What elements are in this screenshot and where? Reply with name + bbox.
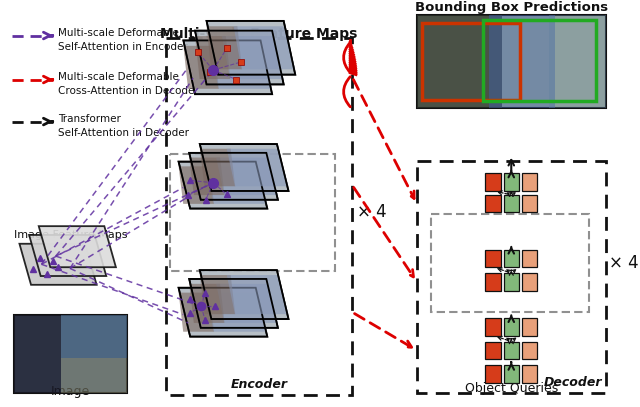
- Bar: [417, 15, 502, 108]
- Polygon shape: [189, 153, 278, 200]
- Bar: [417, 15, 606, 108]
- Polygon shape: [179, 166, 214, 204]
- Polygon shape: [227, 275, 289, 314]
- Polygon shape: [200, 144, 289, 191]
- Bar: [504, 273, 519, 291]
- Polygon shape: [179, 162, 268, 208]
- Polygon shape: [234, 26, 295, 69]
- Bar: [485, 249, 500, 267]
- Bar: [13, 315, 127, 393]
- Bar: [522, 341, 538, 359]
- Bar: [522, 318, 538, 336]
- Text: Multi-scale Deformable
Cross-Attention in Decoder: Multi-scale Deformable Cross-Attention i…: [58, 72, 199, 96]
- Text: Encoder: Encoder: [230, 379, 287, 392]
- Polygon shape: [200, 275, 236, 314]
- Bar: [61, 358, 127, 393]
- Polygon shape: [189, 279, 278, 328]
- Bar: [485, 318, 500, 336]
- Polygon shape: [207, 26, 242, 69]
- Bar: [549, 15, 606, 108]
- Polygon shape: [189, 284, 225, 323]
- Text: Multi-scale Feature Maps: Multi-scale Feature Maps: [161, 27, 358, 41]
- Text: Decoder: Decoder: [543, 376, 602, 389]
- Text: Image Feature Maps: Image Feature Maps: [14, 230, 127, 240]
- Bar: [504, 341, 519, 359]
- Polygon shape: [189, 158, 225, 195]
- Text: Multi-scale Deformable
Self-Attention in Encoder: Multi-scale Deformable Self-Attention in…: [58, 28, 188, 52]
- Text: × 4: × 4: [609, 254, 638, 272]
- Bar: [61, 315, 127, 358]
- Bar: [504, 249, 519, 267]
- Polygon shape: [216, 158, 278, 195]
- Polygon shape: [205, 166, 268, 204]
- Polygon shape: [211, 46, 272, 89]
- Text: Bounding Box Predictions: Bounding Box Predictions: [415, 1, 608, 14]
- Bar: [522, 365, 538, 383]
- Polygon shape: [29, 235, 106, 276]
- Polygon shape: [195, 36, 230, 79]
- Bar: [488, 15, 555, 108]
- Bar: [522, 195, 538, 212]
- Bar: [504, 195, 519, 212]
- Polygon shape: [184, 46, 219, 89]
- Bar: [485, 365, 500, 383]
- Polygon shape: [227, 149, 289, 186]
- Polygon shape: [195, 31, 284, 84]
- Polygon shape: [200, 149, 236, 186]
- Bar: [13, 315, 61, 393]
- Polygon shape: [39, 226, 116, 267]
- Text: Transformer
Self-Attention in Decoder: Transformer Self-Attention in Decoder: [58, 114, 189, 138]
- Bar: [485, 195, 500, 212]
- Polygon shape: [184, 40, 272, 94]
- Bar: [483, 20, 596, 101]
- Bar: [522, 273, 538, 291]
- Polygon shape: [179, 293, 214, 332]
- Bar: [485, 273, 500, 291]
- Polygon shape: [222, 36, 284, 79]
- Text: × 4: × 4: [357, 204, 387, 221]
- Bar: [504, 365, 519, 383]
- Bar: [504, 173, 519, 191]
- Polygon shape: [19, 244, 97, 285]
- Bar: [485, 341, 500, 359]
- Polygon shape: [205, 293, 268, 332]
- Bar: [522, 173, 538, 191]
- Bar: [504, 318, 519, 336]
- Polygon shape: [207, 21, 295, 74]
- Text: Object Queries: Object Queries: [465, 382, 558, 395]
- Text: Image: Image: [51, 385, 90, 398]
- Bar: [422, 23, 520, 100]
- Polygon shape: [179, 288, 268, 337]
- Polygon shape: [216, 284, 278, 323]
- Polygon shape: [200, 270, 289, 319]
- Bar: [485, 173, 500, 191]
- Bar: [522, 249, 538, 267]
